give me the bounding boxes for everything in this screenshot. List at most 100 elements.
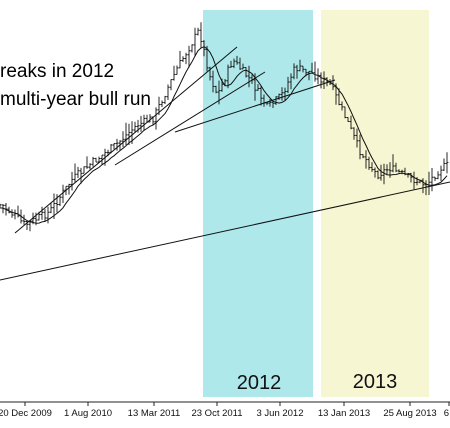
trend-lines [0,46,450,281]
ohlc-bar [301,65,305,73]
x-tick-label: 13 Mar 2011 [128,408,181,419]
trend-line-3 [174,79,336,133]
ohlc-bar [160,100,164,107]
ohlc-bar [298,59,302,72]
x-tick-label: 23 Oct 2011 [191,408,242,419]
ohlc-bar [343,106,347,119]
ohlc-bar [286,76,290,94]
ohlc-bar [58,195,62,206]
highlight-label-2013: 2013 [353,371,398,393]
ohlc-bar [235,55,239,65]
ohlc-bar [1,204,5,214]
ohlc-bar [322,71,326,89]
ohlc-bar [442,158,446,171]
ohlc-bar [187,45,191,68]
ohlc-bar [85,156,89,169]
ohlc-bar [241,63,245,70]
highlight-2012 [203,10,313,397]
ohlc-bar [166,84,170,100]
ohlc-bar [271,101,275,108]
ohlc-bar [211,70,215,93]
ohlc-bar [196,27,200,36]
ohlc-bar [433,176,437,181]
ohlc-bar [247,65,251,88]
ohlc-bar [61,184,65,203]
trend-line-2 [114,71,266,166]
ohlc-bar [52,193,56,219]
ohlc-bar [370,162,374,172]
trend-line-1 [14,46,238,234]
ohlc-bar [385,164,389,176]
x-tick-label: 20 Dec 2009 [0,408,52,419]
ohlc-bar [10,209,14,218]
ohlc-bar [397,169,401,173]
ohlc-bar [139,115,143,132]
ohlc-bar [175,65,179,75]
ohlc-bar [91,156,95,167]
ohlc-bar [16,205,20,218]
ohlc-bar [259,86,263,106]
x-tick-label: 13 Jan 2013 [318,408,370,419]
ohlc-bar [148,114,152,123]
ohlc-bar [367,156,371,170]
ohlc-bar [172,65,176,81]
ohlc-bar [280,87,284,101]
ohlc-bar [358,134,362,160]
ohlc-bar [283,87,287,101]
ohlc-bar [199,22,203,49]
ohlc-bar [361,154,365,159]
ohlc-bar [169,79,173,91]
ohlc-bar [7,206,11,214]
ohlc-bar [226,64,230,89]
ohlc-bar [70,171,74,191]
ohlc-bar [232,58,236,69]
ohlc-bar [376,170,380,180]
ohlc-bar [49,203,53,214]
ohlc-bar [439,165,443,182]
ohlc-bar [244,67,248,78]
ohlc-bar [436,171,440,180]
ohlc-bar [97,156,101,163]
ohlc-bar [67,183,71,195]
ohlc-bar [163,95,167,105]
x-tick-label: 6 [444,408,449,419]
ohlc-bar [43,209,47,222]
ohlc-bar [76,166,80,178]
ohlc-bar [340,101,344,111]
ohlc-bar [256,84,260,91]
annotation-line-2: multi-year bull run [0,89,151,110]
ohlc-bar [346,117,350,122]
ohlc-bar [22,214,26,225]
x-tick-label: 1 Aug 2010 [64,408,112,419]
ohlc-bar [214,85,218,94]
ohlc-bar [277,93,281,100]
ohlc-bar [349,115,353,130]
ohlc-bar [190,44,194,53]
ohlc-bar [409,172,413,183]
ohlc-bar [229,60,233,68]
highlight-label-2012: 2012 [237,372,282,394]
ohlc-bar [292,63,296,80]
x-tick-label: 25 Aug 2013 [383,408,436,419]
ohlc-bar [205,45,209,72]
ohlc-bar [178,50,182,69]
ohlc-bar [307,70,311,81]
annotation-line-1: reaks in 2012 [0,61,115,82]
ohlc-bar [46,206,50,224]
ohlc-bar [124,122,128,145]
ohlc-bar [142,114,146,131]
ohlc-bar [295,64,299,79]
ohlc-bar [355,128,359,148]
ohlc-bar [379,164,383,181]
ohlc-bar [238,57,242,70]
moving-average-line [0,46,448,224]
ohlc-bar [127,123,131,145]
ohlc-bar [382,163,386,185]
ohlc-bar [25,220,29,230]
x-axis-ticks: 20 Dec 2009 1 Aug 2010 13 Mar 2011 23 Oct 2… [0,402,450,419]
ohlc-bar [193,27,197,56]
highlight-2013 [321,10,429,397]
ohlc-bar [325,77,329,87]
ohlc-bar [313,61,317,82]
ohlc-bar [184,52,188,65]
